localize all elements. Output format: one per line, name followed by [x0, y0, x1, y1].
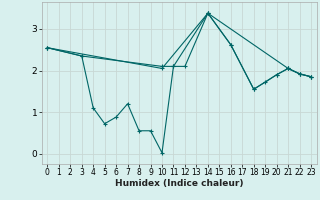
X-axis label: Humidex (Indice chaleur): Humidex (Indice chaleur) [115, 179, 244, 188]
